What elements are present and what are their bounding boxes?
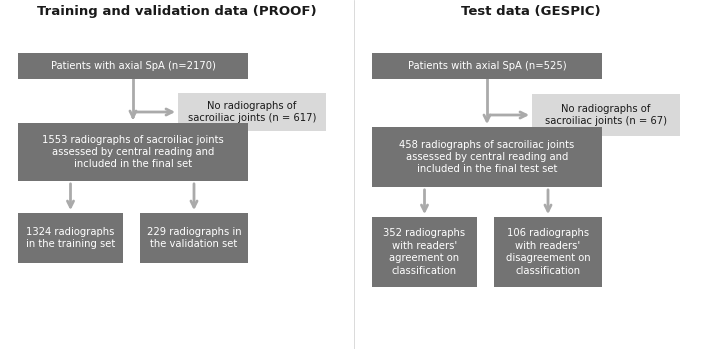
- Text: 458 radiographs of sacroiliac joints
assessed by central reading and
included in: 458 radiographs of sacroiliac joints ass…: [399, 140, 575, 174]
- FancyBboxPatch shape: [18, 123, 248, 181]
- Text: 1553 radiographs of sacroiliac joints
assessed by central reading and
included i: 1553 radiographs of sacroiliac joints as…: [42, 135, 224, 169]
- FancyBboxPatch shape: [18, 213, 123, 263]
- FancyBboxPatch shape: [494, 217, 602, 287]
- FancyBboxPatch shape: [140, 213, 248, 263]
- Text: 1324 radiographs
in the training set: 1324 radiographs in the training set: [26, 227, 115, 249]
- FancyBboxPatch shape: [532, 94, 680, 136]
- Text: 106 radiographs
with readers'
disagreement on
classification: 106 radiographs with readers' disagreeme…: [506, 228, 590, 276]
- Text: No radiographs of
sacroiliac joints (n = 67): No radiographs of sacroiliac joints (n =…: [545, 104, 667, 126]
- FancyBboxPatch shape: [372, 127, 602, 187]
- FancyBboxPatch shape: [178, 93, 326, 131]
- Text: 352 radiographs
with readers'
agreement on
classification: 352 radiographs with readers' agreement …: [384, 228, 466, 276]
- Text: Patients with axial SpA (n=2170): Patients with axial SpA (n=2170): [50, 61, 215, 71]
- FancyBboxPatch shape: [372, 217, 477, 287]
- Text: No radiographs of
sacroiliac joints (n = 617): No radiographs of sacroiliac joints (n =…: [188, 101, 316, 123]
- Text: Patients with axial SpA (n=525): Patients with axial SpA (n=525): [408, 61, 566, 71]
- FancyBboxPatch shape: [372, 53, 602, 79]
- Text: 229 radiographs in
the validation set: 229 radiographs in the validation set: [147, 227, 241, 249]
- Text: Training and validation data (PROOF): Training and validation data (PROOF): [38, 5, 316, 18]
- FancyBboxPatch shape: [18, 53, 248, 79]
- Text: Test data (GESPIC): Test data (GESPIC): [461, 5, 601, 18]
